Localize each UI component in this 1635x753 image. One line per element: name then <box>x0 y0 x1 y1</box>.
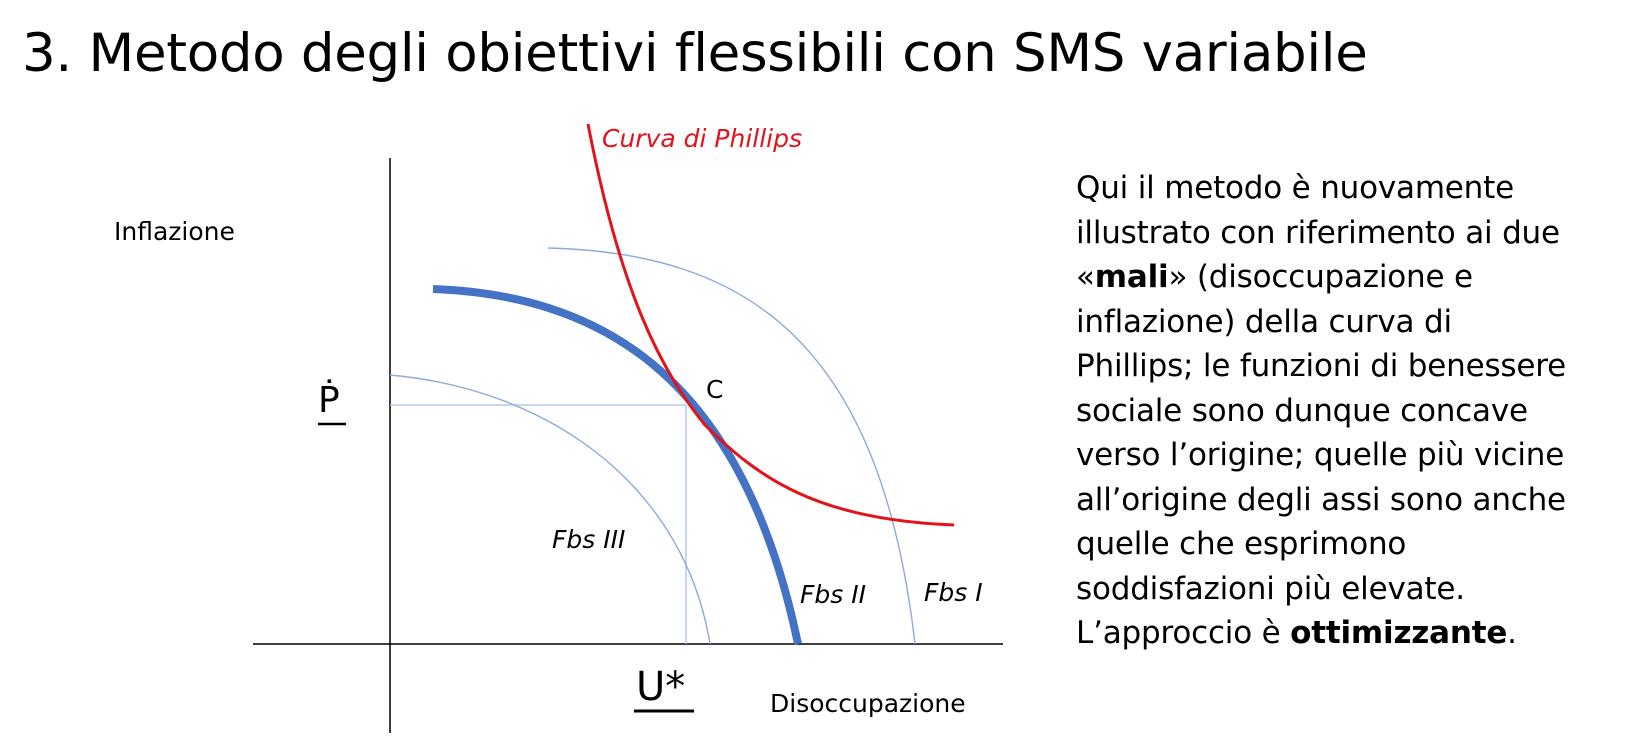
phillips-curve <box>586 123 955 527</box>
welfare-curve-fbs-ii <box>432 285 802 645</box>
slide-title: 3. Metodo degli obiettivi flessibili con… <box>22 23 1368 84</box>
welfare-curve-label-fbs-ii: Fbs II <box>800 580 866 609</box>
inflation-target-label: Ṗ <box>318 379 340 421</box>
y-axis-label: Inflazione <box>114 217 235 246</box>
description-text: Qui il metodo è nuovamente illustrato co… <box>1076 166 1631 656</box>
description-line: sociale sono dunque concave <box>1076 392 1528 429</box>
welfare-curve-label-fbs-iii: Fbs III <box>552 525 625 554</box>
description-line: L’approccio è ottimizzante. <box>1076 611 1631 656</box>
optimum-point-label: C <box>706 375 723 404</box>
description-line: soddisfazioni più elevate. <box>1076 570 1465 607</box>
welfare-curve-fbs-iii <box>389 374 711 645</box>
phillips-curve-label: Curva di Phillips <box>602 124 802 153</box>
description-line: Phillips; le funzioni di benessere <box>1076 348 1566 384</box>
description-line: illustrato con riferimento ai due <box>1076 214 1560 251</box>
welfare-curve-label-fbs-i: Fbs I <box>924 578 983 607</box>
description-line: all’origine degli assi sono anche <box>1076 481 1566 518</box>
welfare-phillips-diagram: Curva di Phillips Inflazione Disoccupazi… <box>114 123 1003 733</box>
description-line: inflazione) della curva di <box>1076 303 1452 340</box>
open-quote: « <box>1076 259 1095 295</box>
x-axis-label: Disoccupazione <box>770 689 966 718</box>
unemployment-target-label: U* <box>636 664 685 710</box>
mali-term: mali <box>1094 259 1169 295</box>
welfare-curve-fbs-i <box>547 247 916 645</box>
description-text-segment: L’approccio è <box>1076 615 1291 651</box>
description-line: «mali» (disoccupazione e <box>1076 255 1631 300</box>
description-line: verso l’origine; quelle più vicine <box>1076 437 1565 473</box>
description-text-segment: » (disoccupazione e <box>1168 259 1473 295</box>
ottimizzante-term: ottimizzante <box>1290 615 1508 651</box>
description-line: Qui il metodo è nuovamente <box>1076 170 1514 206</box>
description-line: quelle che esprimono <box>1076 526 1407 562</box>
description-text-segment: . <box>1507 615 1517 651</box>
